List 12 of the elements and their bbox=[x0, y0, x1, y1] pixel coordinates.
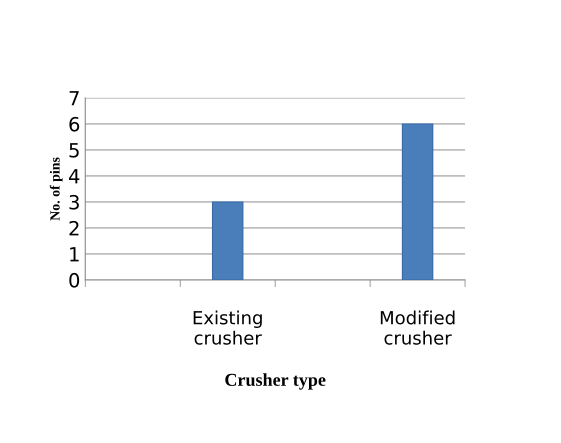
y-tick-label: 6 bbox=[69, 116, 80, 132]
y-tick-label: 5 bbox=[70, 143, 79, 158]
y-tick-label: 4 bbox=[68, 169, 80, 184]
y-tick-label: 0 bbox=[69, 272, 80, 288]
y-tick-label: 3 bbox=[70, 194, 79, 210]
y-tick-label: 1 bbox=[70, 247, 79, 262]
x-tick-label: Modified crusher bbox=[380, 310, 454, 345]
y-tick-label: 7 bbox=[70, 91, 79, 106]
x-axis-title: Crusher type bbox=[225, 373, 326, 390]
y-tick-label: 2 bbox=[69, 220, 78, 236]
y-axis-title: No. of pins bbox=[50, 157, 62, 221]
x-tick-label: Existing crusher bbox=[194, 310, 262, 345]
